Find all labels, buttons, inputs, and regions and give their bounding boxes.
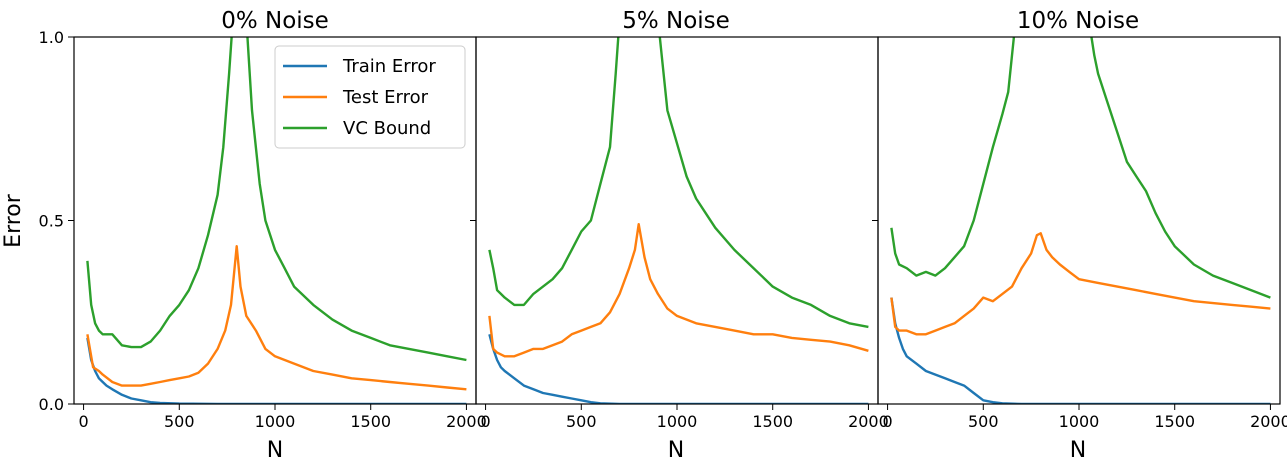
- series-line-vc-bound: [86, 37, 467, 362]
- series-line-train-error: [488, 333, 869, 404]
- panel-title-1: 5% Noise: [622, 8, 730, 34]
- y-tick-label: 1.0: [39, 28, 64, 47]
- series-line-train-error: [890, 297, 1271, 404]
- series-layer-2: [890, 37, 1271, 404]
- x-tick-label: 2000: [446, 412, 487, 431]
- legend-label-vc: VC Bound: [343, 118, 431, 139]
- series-layer-1: [488, 37, 869, 404]
- x-tick-label: 1500: [752, 412, 793, 431]
- legend: Train Error Test Error VC Bound: [274, 45, 466, 149]
- x-axis-label-1: N: [668, 438, 684, 461]
- panel-2: 10% Noise N 0 500 1000 1500 2000: [872, 8, 1287, 461]
- y-axis-label: Error: [1, 193, 26, 248]
- x-tick-label: 2000: [848, 412, 889, 431]
- y-tick-label: 0.0: [39, 395, 64, 414]
- x-tick-label: 0: [480, 412, 490, 431]
- x-tick-labels-1: 0 500 1000 1500 2000: [480, 412, 888, 431]
- tick-marks-1: [470, 36, 869, 410]
- panel-title-0: 0% Noise: [221, 8, 329, 34]
- tick-marks-2: [872, 36, 1271, 410]
- x-tick-label: 500: [164, 412, 195, 431]
- y-axis: Error 0.0 0.5 1.0: [1, 28, 64, 414]
- x-tick-label: 0: [882, 412, 892, 431]
- x-tick-label: 1000: [1059, 412, 1100, 431]
- x-tick-label: 1500: [1154, 412, 1195, 431]
- legend-label-test: Test Error: [342, 87, 429, 108]
- x-tick-label: 1500: [350, 412, 391, 431]
- x-tick-label: 0: [78, 412, 88, 431]
- series-layer-0: [86, 37, 467, 404]
- legend-label-train: Train Error: [342, 56, 436, 77]
- x-tick-label: 2000: [1250, 412, 1287, 431]
- x-tick-labels-0: 0 500 1000 1500 2000: [78, 412, 486, 431]
- series-line-vc-bound: [488, 37, 869, 329]
- tick-marks-0: [68, 36, 467, 410]
- x-tick-label: 1000: [255, 412, 296, 431]
- y-tick-label: 0.5: [39, 212, 64, 231]
- series-line-test-error: [488, 222, 869, 358]
- x-axis-label-0: N: [267, 438, 283, 461]
- x-tick-label: 500: [566, 412, 597, 431]
- legend-box: [274, 45, 466, 149]
- panel-1: 5% Noise N 0 500 1000 1500 2000: [470, 8, 889, 461]
- x-tick-label: 500: [968, 412, 999, 431]
- series-line-train-error: [86, 337, 467, 404]
- plot-frame-2: [877, 36, 1281, 405]
- x-tick-labels-2: 0 500 1000 1500 2000: [882, 412, 1287, 431]
- series-line-test-error: [890, 232, 1271, 336]
- x-axis-label-2: N: [1070, 438, 1086, 461]
- series-line-test-error: [86, 244, 467, 391]
- x-tick-label: 1000: [657, 412, 698, 431]
- series-line-vc-bound: [890, 37, 1271, 299]
- panel-title-2: 10% Noise: [1017, 8, 1139, 34]
